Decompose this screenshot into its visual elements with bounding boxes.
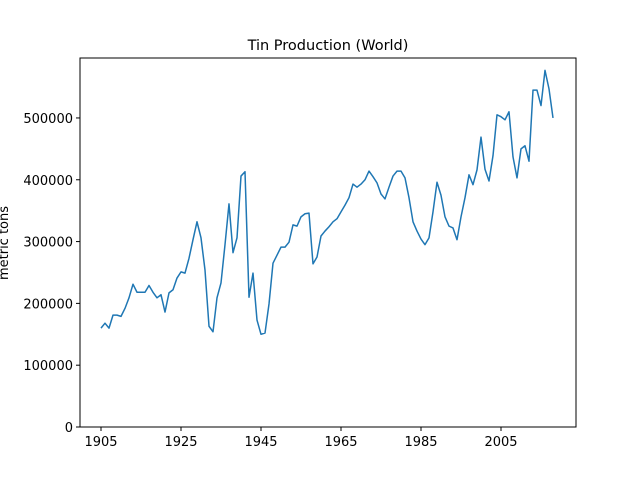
x-tick-label: 2005	[484, 435, 517, 450]
plot-frame	[79, 57, 577, 428]
y-axis-label: metric tons	[0, 206, 12, 280]
x-tick-label: 1905	[84, 435, 117, 450]
x-tick-label: 1965	[324, 435, 357, 450]
y-tick-label: 200000	[23, 297, 73, 312]
data-line	[100, 69, 554, 336]
y-tick-label: 0	[65, 421, 73, 436]
y-tick-label: 300000	[23, 236, 73, 251]
y-tick-label: 100000	[23, 359, 73, 374]
x-tick-label: 1925	[164, 435, 197, 450]
y-tick-label: 400000	[23, 174, 73, 189]
y-tick-label: 500000	[23, 112, 73, 127]
x-tick-label: 1945	[244, 435, 277, 450]
x-tick-label: 1985	[404, 435, 437, 450]
chart-title: Tin Production (World)	[247, 38, 409, 54]
